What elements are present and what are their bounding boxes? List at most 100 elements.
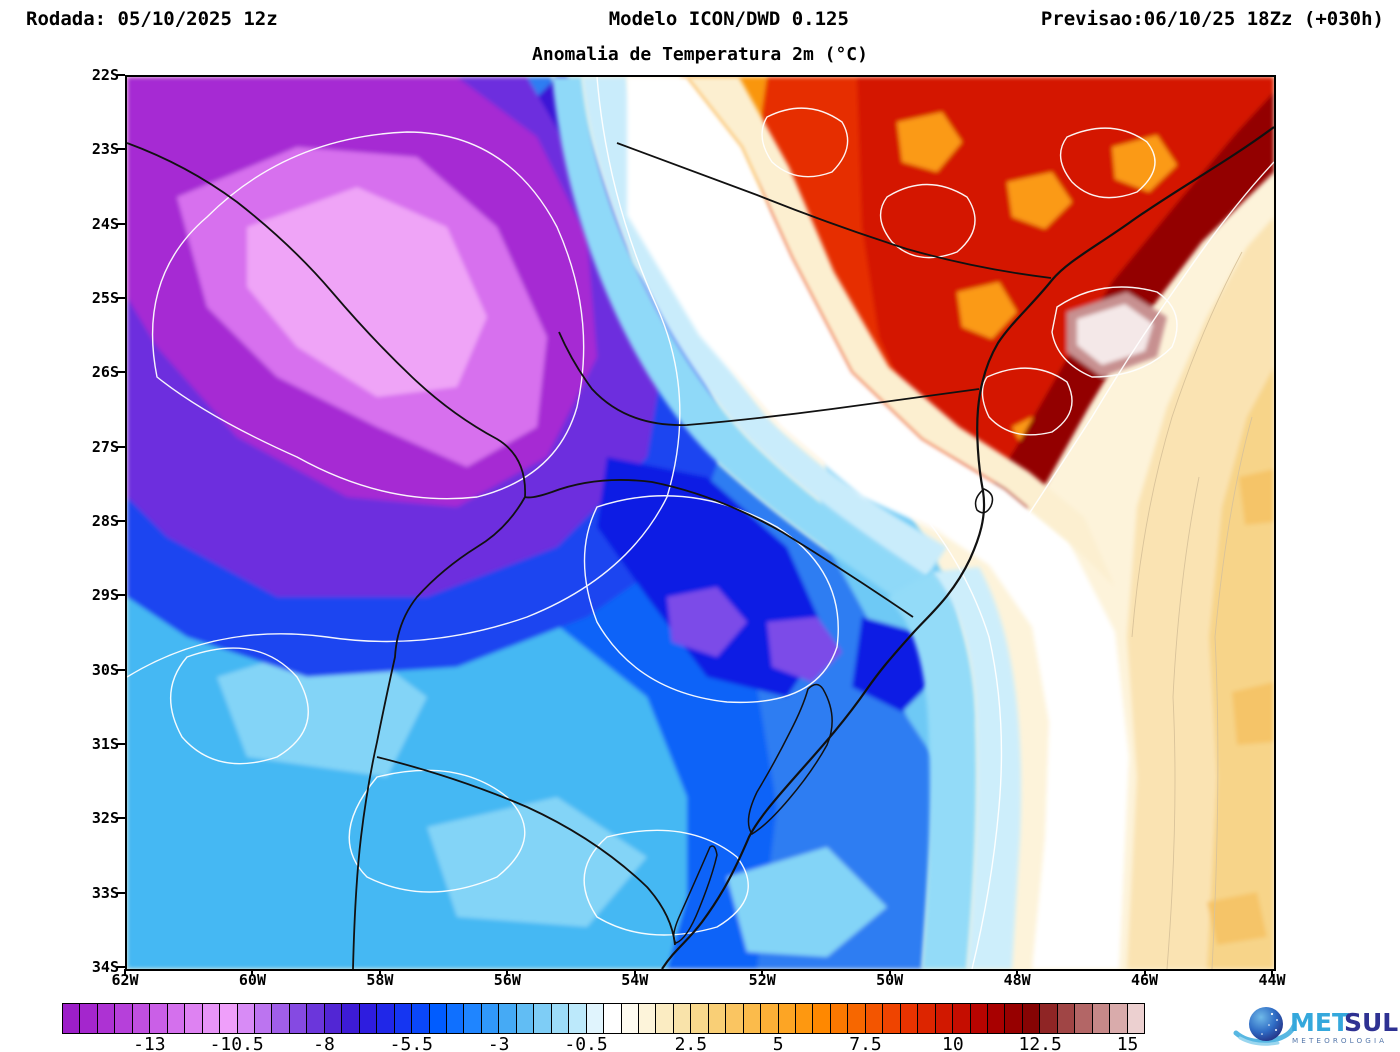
colorbar-cell — [813, 1004, 831, 1033]
lat-tick-label: 31S — [91, 735, 119, 753]
lat-tick-label: 23S — [91, 140, 119, 159]
colorbar-cell — [150, 1004, 168, 1033]
colorbar-cell — [1092, 1004, 1111, 1033]
lat-tick-label: 29S — [91, 586, 119, 605]
logo-text-sul: SUL — [1344, 1008, 1398, 1037]
colorbar-cell — [534, 1004, 552, 1033]
colorbar-cell — [394, 1004, 413, 1033]
colorbar-cell — [499, 1004, 517, 1033]
colorbar-label: 5 — [772, 1034, 784, 1052]
colorbar-cell — [691, 1004, 709, 1033]
colorbar-label: -5.5 — [389, 1034, 434, 1052]
colorbar-cell — [638, 1004, 657, 1033]
colorbar-cell — [324, 1004, 343, 1033]
lon-tick-mark — [378, 969, 381, 976]
anomaly-map — [125, 75, 1276, 971]
colorbar-cell — [446, 1004, 465, 1033]
lat-tick-label: 28S — [91, 512, 119, 530]
colorbar-cell — [708, 1004, 727, 1033]
anomaly-field-plot — [127, 77, 1274, 969]
lat-tick-mark — [117, 371, 125, 374]
metsul-logo: MET SUL METEOROLOGIA — [1233, 1007, 1398, 1046]
colorbar-cell — [185, 1004, 203, 1033]
lon-tick-mark — [506, 969, 509, 976]
lat-tick-label: 33S — [91, 883, 119, 902]
lon-tick-label: 50W — [876, 971, 904, 989]
colorbar-label: 7.5 — [849, 1034, 882, 1052]
lon-tick-label: 58W — [366, 971, 394, 989]
colorbar-cell — [604, 1004, 622, 1033]
lon-tick-mark — [633, 969, 636, 976]
colorbar-cell — [1127, 1004, 1145, 1033]
lat-tick-label: 26S — [91, 363, 119, 382]
logo-text-met: MET — [1290, 1008, 1349, 1037]
colorbar-cell — [621, 1004, 639, 1033]
logo-tagline: METEOROLOGIA — [1292, 1036, 1387, 1045]
lon-tick-mark — [1271, 969, 1273, 976]
colorbar-cell — [202, 1004, 221, 1033]
colorbar-cell — [167, 1004, 186, 1033]
colorbar-label: -10.5 — [209, 1034, 264, 1052]
colorbar-label: 12.5 — [1018, 1034, 1062, 1052]
colorbar-cell — [289, 1004, 308, 1033]
zero-anomaly-band — [552, 77, 1129, 969]
ocean-warm-bands — [1127, 217, 1274, 969]
lon-tick-label: 56W — [493, 971, 521, 989]
lon-tick-mark — [1143, 969, 1146, 976]
colorbar-cell — [1057, 1004, 1076, 1033]
lat-tick-label: 34S — [91, 958, 119, 976]
colorbar-cell — [220, 1004, 238, 1033]
model-run-label: Rodada: 05/10/2025 12z — [26, 8, 278, 30]
lon-tick-label: 60W — [238, 971, 266, 989]
lat-tick-mark — [117, 520, 125, 522]
colorbar-cell — [377, 1004, 395, 1033]
colorbar-cell — [935, 1004, 954, 1033]
lat-tick-mark — [117, 743, 125, 745]
lon-tick-mark — [761, 969, 764, 976]
lat-tick-mark — [117, 148, 125, 151]
colorbar-cell — [970, 1004, 989, 1033]
colorbar-cell — [115, 1004, 133, 1033]
colorbar-label: -0.5 — [564, 1034, 608, 1052]
colorbar-cell — [272, 1004, 290, 1033]
colorbar-cell — [464, 1004, 482, 1033]
colorbar-cell — [743, 1004, 762, 1033]
colorbar-cell — [237, 1004, 255, 1033]
colorbar-cell — [988, 1004, 1006, 1033]
lon-tick-mark — [888, 969, 891, 976]
colorbar-cell — [1022, 1004, 1041, 1033]
colorbar-label: 15 — [1116, 1034, 1139, 1052]
lon-tick-mark — [124, 969, 126, 976]
colorbar-cell — [830, 1004, 849, 1033]
colorbar-cell — [307, 1004, 325, 1033]
lat-tick-mark — [117, 297, 125, 299]
colorbar-cell — [656, 1004, 674, 1033]
lon-tick-label: 44W — [1258, 971, 1286, 989]
colorbar-label: -3 — [487, 1034, 510, 1052]
colorbar-cell — [63, 1004, 81, 1033]
logo-ring-swoosh-2 — [1238, 1036, 1280, 1046]
colorbar-cell — [883, 1004, 901, 1033]
colorbar-cell — [953, 1004, 971, 1033]
colorbar-cell — [673, 1004, 692, 1033]
contour-lines-tan — [1131, 251, 1253, 969]
model-name-label: Modelo ICON/DWD 0.125 — [608, 8, 849, 30]
coastal-lagoons — [673, 488, 994, 944]
colorbar-cell — [848, 1004, 866, 1033]
colorbar-cell — [254, 1004, 273, 1033]
lat-tick-mark — [117, 445, 125, 448]
colorbar-cell — [796, 1004, 814, 1033]
colorbar-tick-labels: -13 -10.5 -8 -5.5 -3 -0.5 2.5 5 7.5 10 12.5 15 — [62, 1034, 1145, 1052]
colorbar-cell — [726, 1004, 744, 1033]
contour-lines-white — [127, 77, 1274, 969]
lon-tick-label: 46W — [1131, 971, 1159, 989]
colorbar-cell — [1005, 1004, 1023, 1033]
lon-tick-label: 54W — [621, 971, 649, 989]
lat-tick-label: 22S — [91, 66, 119, 84]
colorbar-cell — [1075, 1004, 1093, 1033]
colorbar-cell — [900, 1004, 919, 1033]
colorbar-cell — [97, 1004, 116, 1033]
forecast-valid-label: Previsao:06/10/25 18Zz (+030h) — [1040, 8, 1384, 30]
lat-tick-label: 25S — [91, 289, 119, 307]
